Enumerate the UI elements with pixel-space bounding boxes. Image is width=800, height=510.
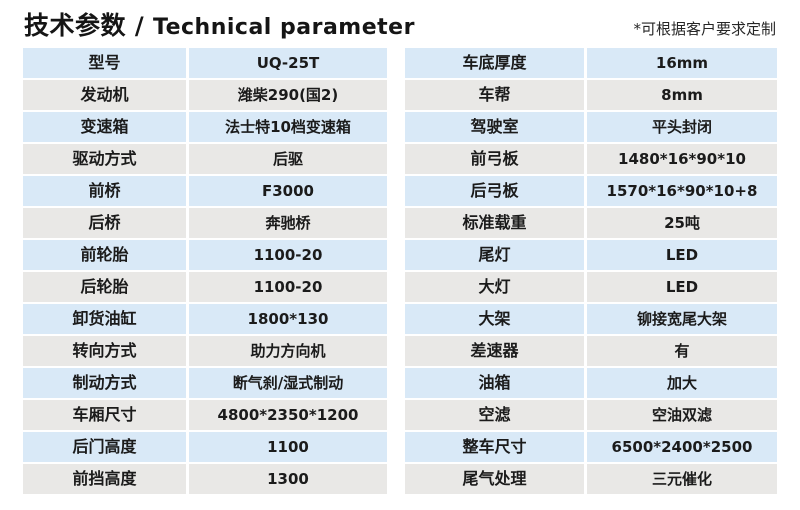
param-value: 三元催化 [587,464,777,494]
param-label: 型号 [23,48,186,78]
param-label: 车底厚度 [405,48,584,78]
param-label: 后门高度 [23,432,186,462]
param-label: 车厢尺寸 [23,400,186,430]
param-label: 尾灯 [405,240,584,270]
param-value: 有 [587,336,777,366]
param-label: 后桥 [23,208,186,238]
table-row: 整车尺寸 6500*2400*2500 [405,432,777,462]
param-value: UQ-25T [189,48,387,78]
param-value: 铆接宽尾大架 [587,304,777,334]
parameter-table-left: 型号 UQ-25T 发动机 潍柴290(国2) 变速箱 法士特10档变速箱 驱动方式 后驱 前桥… [23,48,387,496]
table-row: 车底厚度 16mm [405,48,777,78]
param-label: 尾气处理 [405,464,584,494]
param-label: 驱动方式 [23,144,186,174]
table-row: 驾驶室 平头封闭 [405,112,777,142]
table-row: 发动机 潍柴290(国2) [23,80,387,110]
param-value: 断气刹/湿式制动 [189,368,387,398]
param-label: 大架 [405,304,584,334]
param-label: 车帮 [405,80,584,110]
table-row: 大架 铆接宽尾大架 [405,304,777,334]
param-label: 整车尺寸 [405,432,584,462]
param-label: 发动机 [23,80,186,110]
param-value: 1100-20 [189,272,387,302]
table-row: 标准载重 25吨 [405,208,777,238]
table-row: 后门高度 1100 [23,432,387,462]
tables-container: 型号 UQ-25T 发动机 潍柴290(国2) 变速箱 法士特10档变速箱 驱动方式 后驱 前桥… [0,48,800,496]
param-label: 后轮胎 [23,272,186,302]
table-row: 前挡高度 1300 [23,464,387,494]
param-value: 空油双滤 [587,400,777,430]
param-label: 前挡高度 [23,464,186,494]
param-value: 1800*130 [189,304,387,334]
page-title-en: Technical parameter [153,15,415,40]
table-row: 前轮胎 1100-20 [23,240,387,270]
param-label: 变速箱 [23,112,186,142]
param-value: 潍柴290(国2) [189,80,387,110]
table-row: 油箱 加大 [405,368,777,398]
param-value: 1570*16*90*10+8 [587,176,777,206]
page-title: 技术参数 / Technical parameter [24,6,415,42]
table-row: 车厢尺寸 4800*2350*1200 [23,400,387,430]
param-label: 前轮胎 [23,240,186,270]
param-value: LED [587,240,777,270]
param-value: 奔驰桥 [189,208,387,238]
page-title-separator: / [126,12,153,40]
param-value: 8mm [587,80,777,110]
param-value: 25吨 [587,208,777,238]
param-value: 平头封闭 [587,112,777,142]
param-label: 大灯 [405,272,584,302]
table-row: 空滤 空油双滤 [405,400,777,430]
param-value: 6500*2400*2500 [587,432,777,462]
param-label: 卸货油缸 [23,304,186,334]
param-value: 助力方向机 [189,336,387,366]
param-label: 油箱 [405,368,584,398]
param-value: 1480*16*90*10 [587,144,777,174]
page-title-zh: 技术参数 [24,11,127,40]
table-row: 前桥 F3000 [23,176,387,206]
param-label: 制动方式 [23,368,186,398]
param-value: 后驱 [189,144,387,174]
table-row: 前弓板 1480*16*90*10 [405,144,777,174]
table-row: 大灯 LED [405,272,777,302]
table-row: 转向方式 助力方向机 [23,336,387,366]
parameter-table-right: 车底厚度 16mm 车帮 8mm 驾驶室 平头封闭 前弓板 1480*16*90*10 后弓板 1… [405,48,777,496]
table-row: 尾灯 LED [405,240,777,270]
param-label: 前桥 [23,176,186,206]
param-label: 转向方式 [23,336,186,366]
param-value: 法士特10档变速箱 [189,112,387,142]
param-label: 空滤 [405,400,584,430]
table-row: 差速器有 [405,336,777,366]
param-label: 前弓板 [405,144,584,174]
table-row: 后弓板 1570*16*90*10+8 [405,176,777,206]
table-row: 后桥 奔驰桥 [23,208,387,238]
table-row: 车帮 8mm [405,80,777,110]
table-row: 制动方式 断气刹/湿式制动 [23,368,387,398]
param-value: 1300 [189,464,387,494]
param-value: 加大 [587,368,777,398]
param-value: 4800*2350*1200 [189,400,387,430]
table-row: 后轮胎 1100-20 [23,272,387,302]
table-row: 变速箱 法士特10档变速箱 [23,112,387,142]
param-value: 16mm [587,48,777,78]
table-row: 驱动方式 后驱 [23,144,387,174]
param-label: 驾驶室 [405,112,584,142]
customization-note: *可根据客户要求定制 [633,20,776,38]
param-value: F3000 [189,176,387,206]
table-row: 卸货油缸 1800*130 [23,304,387,334]
param-label: 后弓板 [405,176,584,206]
param-value: 1100 [189,432,387,462]
param-value: LED [587,272,777,302]
param-value: 1100-20 [189,240,387,270]
param-label: 标准载重 [405,208,584,238]
param-label: 差速器 [405,336,584,366]
page-header: 技术参数 / Technical parameter *可根据客户要求定制 [0,0,800,48]
table-row: 型号 UQ-25T [23,48,387,78]
table-row: 尾气处理 三元催化 [405,464,777,494]
